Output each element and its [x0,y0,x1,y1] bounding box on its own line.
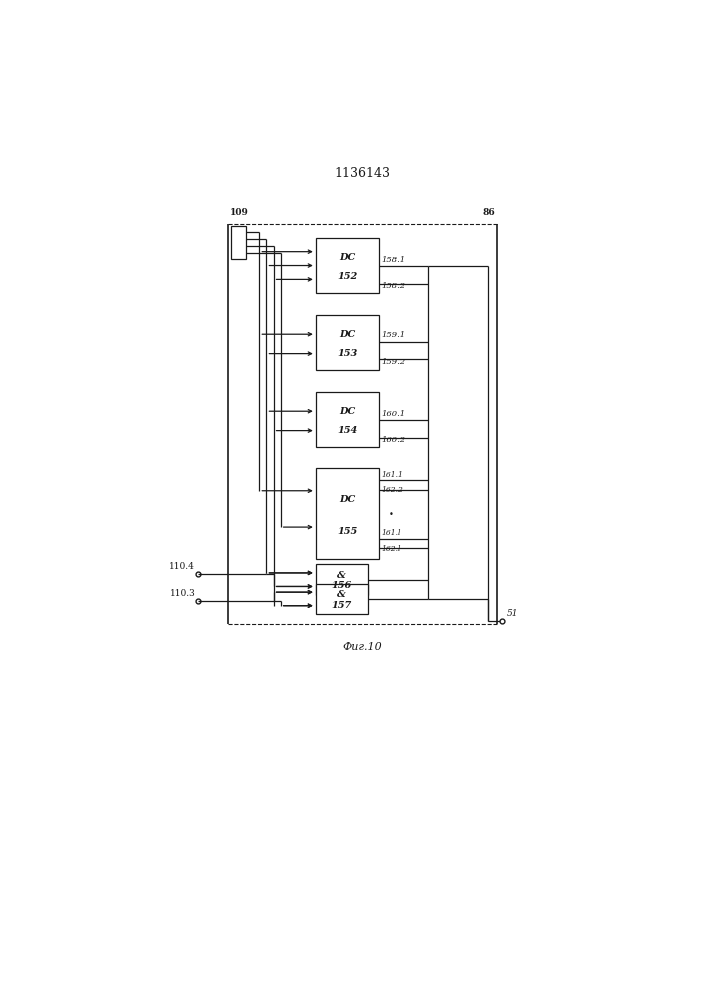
Bar [316,468,379,559]
Text: DC: DC [339,330,356,339]
Text: DC: DC [339,253,356,262]
Bar [316,238,379,293]
Text: &: & [337,571,346,580]
Text: 158.2: 158.2 [382,282,406,290]
Text: 159.1: 159.1 [382,331,406,339]
Bar [316,584,368,614]
Text: 153: 153 [337,349,358,358]
Text: 154: 154 [337,426,358,435]
Text: 157: 157 [332,601,352,610]
Text: 162.l: 162.l [382,545,401,553]
Text: 110.3: 110.3 [170,589,195,598]
Text: 161.1: 161.1 [382,471,404,479]
Text: 109: 109 [230,208,249,217]
Text: 1136143: 1136143 [334,167,390,180]
Text: •: • [388,510,393,519]
Text: 158.1: 158.1 [382,256,406,264]
Text: 86: 86 [482,208,495,217]
Text: 155: 155 [337,527,358,536]
Text: 160.2: 160.2 [382,436,406,444]
Text: DC: DC [339,495,356,504]
Text: 152: 152 [337,272,358,281]
Text: 110.4: 110.4 [170,562,195,571]
Bar [316,564,368,595]
Text: 156: 156 [332,581,352,590]
Text: DC: DC [339,407,356,416]
Bar [231,226,246,259]
Bar [316,315,379,370]
Text: 161.l: 161.l [382,529,401,537]
Text: 51: 51 [506,609,518,618]
Text: &: & [337,590,346,599]
Text: 162.2: 162.2 [382,486,404,494]
Text: Фиг.10: Фиг.10 [342,642,382,652]
Text: 159.2: 159.2 [382,358,406,366]
Bar [316,392,379,447]
Text: 160.1: 160.1 [382,410,406,418]
